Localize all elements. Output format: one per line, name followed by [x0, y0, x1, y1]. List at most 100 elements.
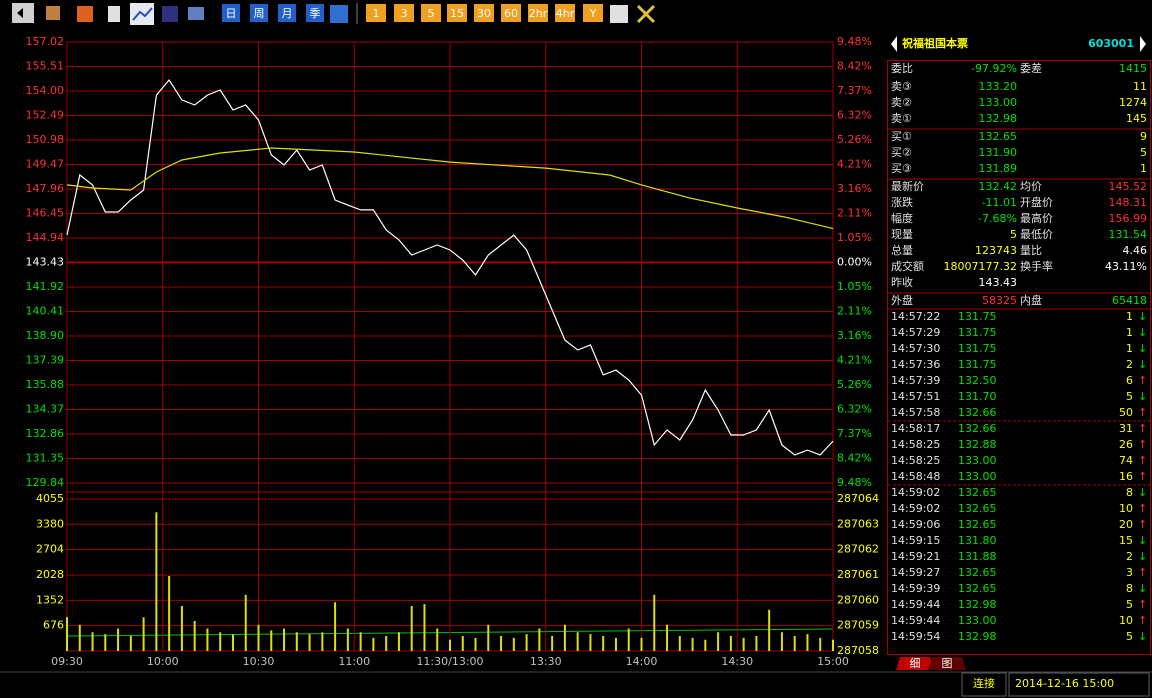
book-volume: 9 [1140, 130, 1147, 143]
panel-value: 148.31 [1109, 196, 1148, 209]
trade-direction: ↓ [1138, 390, 1147, 403]
trade-time: 14:59:21 [891, 550, 940, 563]
trade-direction: ↓ [1138, 582, 1147, 595]
period-button[interactable] [222, 4, 240, 22]
panel-label: 总量 [891, 243, 913, 257]
trade-volume: 5 [1126, 390, 1133, 403]
panel-tab[interactable] [896, 657, 934, 670]
nav-left[interactable] [891, 36, 897, 52]
period-button-label[interactable]: 日 [226, 7, 237, 20]
tool-icon[interactable] [77, 6, 93, 22]
trade-volume: 26 [1119, 438, 1133, 451]
minute-button[interactable] [447, 4, 467, 22]
volume-bar [717, 632, 720, 651]
trade-volume: 10 [1119, 614, 1133, 627]
tool-icon[interactable] [46, 6, 60, 20]
y2-tick-label: 9.48% [837, 476, 872, 489]
tool-icon[interactable] [636, 4, 656, 24]
minute-button[interactable] [474, 4, 494, 22]
period-button[interactable] [306, 4, 324, 22]
minute-button-label[interactable]: Y [589, 7, 597, 20]
minute-button[interactable] [501, 4, 521, 22]
tool-icon[interactable] [162, 6, 178, 22]
trade-price: 131.70 [958, 390, 997, 403]
trade-time: 14:57:36 [891, 358, 940, 371]
y2-tick-label: 2.11% [837, 206, 872, 219]
volume-bar [142, 617, 145, 651]
volume-bar [563, 624, 566, 651]
y-tick-label: 154.00 [26, 84, 65, 97]
tool-icon[interactable] [188, 7, 204, 20]
minute-button[interactable] [583, 4, 603, 22]
volume-bar [793, 636, 796, 651]
y-tick-label: 143.43 [26, 256, 65, 269]
trade-direction: ↑ [1138, 438, 1147, 451]
volume-bar [742, 637, 745, 651]
tool-icon[interactable] [330, 5, 348, 23]
period-button-label[interactable]: 月 [282, 7, 293, 20]
y2-tick-label: 287064 [837, 492, 879, 505]
panel-tab-label[interactable]: 图 [942, 657, 953, 670]
panel-value: 156.99 [1109, 212, 1148, 225]
trade-price: 132.88 [958, 438, 997, 451]
y-tick-label: 152.49 [26, 109, 65, 122]
volume-bar [270, 630, 273, 651]
quote-panel-frame [887, 60, 1151, 655]
minute-button-label[interactable]: 4hr [556, 7, 575, 20]
panel-value: 65418 [1112, 294, 1147, 307]
minute-button[interactable] [394, 4, 414, 22]
y2-tick-label: 6.32% [837, 403, 872, 416]
panel-value: 145.52 [1109, 180, 1148, 193]
minute-button-label[interactable]: 60 [504, 7, 518, 20]
minute-button-label[interactable]: 15 [450, 7, 464, 20]
period-button-label[interactable]: 季 [310, 7, 321, 20]
toolbar-icons [12, 3, 656, 25]
panel-tab-label[interactable]: 细 [910, 657, 921, 670]
nav-right[interactable] [1140, 36, 1146, 52]
minute-button-label[interactable]: 3 [401, 7, 408, 20]
volume-bar [640, 637, 643, 651]
minute-button-label[interactable]: 5 [428, 7, 435, 20]
book-volume: 11 [1133, 80, 1147, 93]
trade-price: 132.65 [958, 566, 997, 579]
volume-bar [666, 624, 669, 651]
minute-button[interactable] [366, 4, 386, 22]
x-tick-label: 13:30 [530, 655, 562, 668]
panel-value: 4.46 [1123, 244, 1148, 257]
volume-bar [512, 637, 515, 651]
volume-bar [91, 632, 94, 651]
back-arrow [17, 8, 23, 18]
minute-button-label[interactable]: 2hr [529, 7, 548, 20]
y2-tick-label: 6.32% [837, 109, 872, 122]
tool-icon[interactable] [610, 5, 628, 23]
trade-volume: 1 [1126, 310, 1133, 323]
period-button-label[interactable]: 周 [254, 7, 265, 20]
trade-direction: ↑ [1138, 598, 1147, 611]
trade-time: 14:57:58 [891, 406, 940, 419]
period-button[interactable] [250, 4, 268, 22]
volume-bar [691, 637, 694, 651]
volume-bar [295, 632, 298, 651]
y-tick-label: 129.84 [26, 476, 65, 489]
volume-bar [346, 628, 349, 651]
tool-icon[interactable] [108, 6, 120, 22]
trade-time: 14:59:44 [891, 598, 940, 611]
minute-button[interactable] [555, 4, 575, 22]
y2-tick-label: 4.21% [837, 353, 872, 366]
volume-bar [385, 636, 388, 651]
x-tick-label: 09:30 [51, 655, 83, 668]
period-button[interactable] [278, 4, 296, 22]
minute-button[interactable] [421, 4, 441, 22]
panel-border [887, 60, 1151, 655]
minute-button-label[interactable]: 1 [373, 7, 380, 20]
y-tick-label: 138.90 [26, 329, 65, 342]
volume-bar [678, 636, 681, 651]
minute-button[interactable] [528, 4, 548, 22]
trade-price: 132.65 [958, 582, 997, 595]
volume-bar [461, 636, 464, 651]
minute-button-label[interactable]: 30 [477, 7, 491, 20]
panel-tab[interactable] [928, 657, 966, 670]
y2-tick-label: 4.21% [837, 158, 872, 171]
trade-time: 14:57:30 [891, 342, 940, 355]
